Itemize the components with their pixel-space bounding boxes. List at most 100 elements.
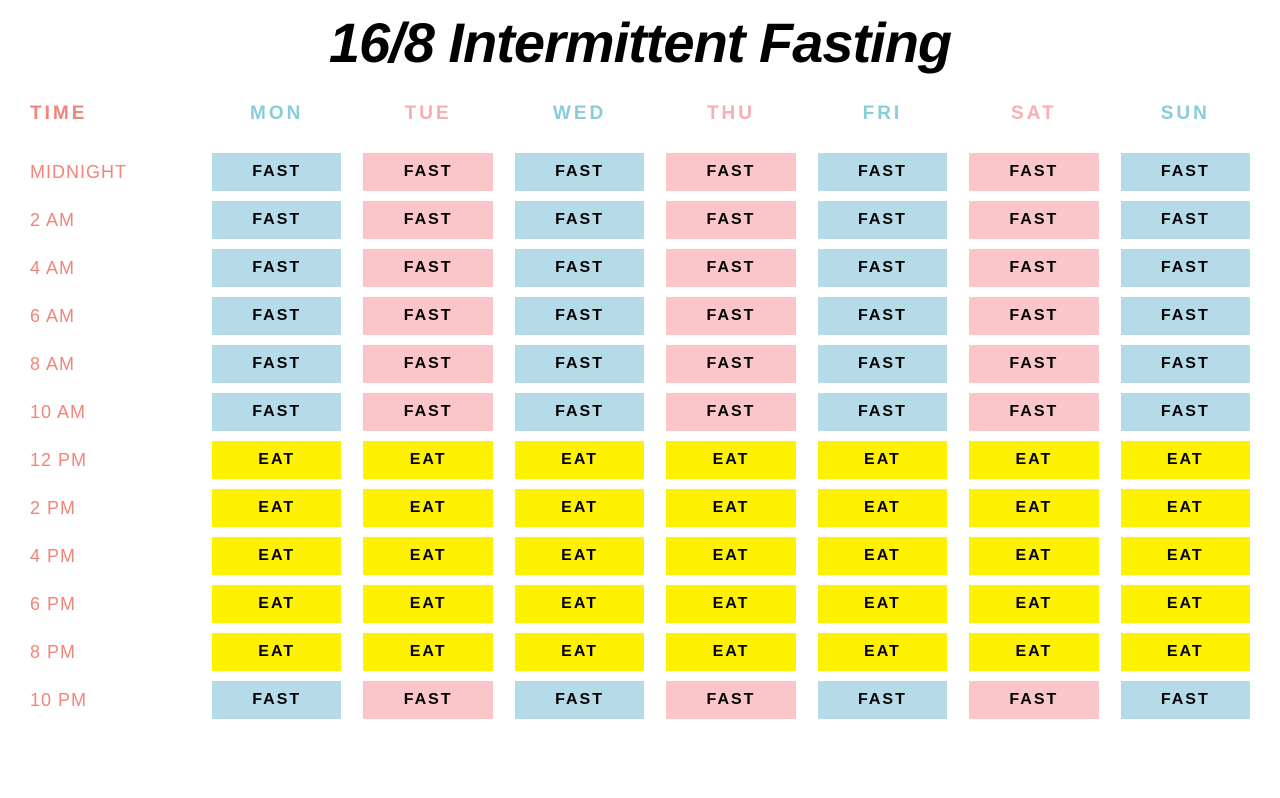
- schedule-cell: FAST: [212, 681, 341, 719]
- schedule-cell: EAT: [515, 441, 644, 479]
- schedule-cell: EAT: [818, 633, 947, 671]
- schedule-cell: FAST: [969, 201, 1098, 239]
- day-header-fri: FRI: [818, 103, 947, 143]
- schedule-cell: FAST: [515, 681, 644, 719]
- schedule-cell: FAST: [515, 297, 644, 335]
- schedule-cell: FAST: [1121, 297, 1250, 335]
- schedule-cell: FAST: [666, 393, 795, 431]
- schedule-cell: FAST: [363, 393, 492, 431]
- schedule-cell: FAST: [969, 393, 1098, 431]
- schedule-cell: FAST: [666, 153, 795, 191]
- schedule-cell: EAT: [515, 537, 644, 575]
- schedule-cell: EAT: [1121, 489, 1250, 527]
- schedule-cell: EAT: [363, 537, 492, 575]
- schedule-cell: FAST: [666, 201, 795, 239]
- schedule-cell: FAST: [1121, 393, 1250, 431]
- schedule-cell: EAT: [818, 441, 947, 479]
- schedule-cell: FAST: [363, 201, 492, 239]
- time-label: 12 PM: [30, 450, 190, 471]
- schedule-cell: EAT: [1121, 441, 1250, 479]
- schedule-cell: EAT: [515, 633, 644, 671]
- schedule-cell: EAT: [818, 489, 947, 527]
- time-label: 4 PM: [30, 546, 190, 567]
- schedule-cell: FAST: [666, 297, 795, 335]
- time-label: 2 PM: [30, 498, 190, 519]
- time-label: 6 AM: [30, 306, 190, 327]
- time-label: 10 AM: [30, 402, 190, 423]
- time-label: 4 AM: [30, 258, 190, 279]
- schedule-cell: FAST: [818, 393, 947, 431]
- schedule-cell: EAT: [666, 489, 795, 527]
- day-header-mon: MON: [212, 103, 341, 143]
- time-label: 8 PM: [30, 642, 190, 663]
- schedule-cell: EAT: [1121, 633, 1250, 671]
- schedule-cell: EAT: [363, 585, 492, 623]
- schedule-cell: EAT: [212, 633, 341, 671]
- time-label: 2 AM: [30, 210, 190, 231]
- day-header-sun: SUN: [1121, 103, 1250, 143]
- schedule-grid: TIME MON TUE WED THU FRI SAT SUN MIDNIGHT FAST FAS…: [30, 103, 1250, 719]
- day-header-tue: TUE: [363, 103, 492, 143]
- schedule-cell: FAST: [666, 249, 795, 287]
- schedule-cell: EAT: [818, 585, 947, 623]
- schedule-cell: FAST: [969, 249, 1098, 287]
- schedule-cell: FAST: [1121, 249, 1250, 287]
- day-header-wed: WED: [515, 103, 644, 143]
- schedule-cell: FAST: [515, 249, 644, 287]
- schedule-cell: FAST: [363, 153, 492, 191]
- schedule-cell: EAT: [363, 633, 492, 671]
- time-label: 6 PM: [30, 594, 190, 615]
- schedule-cell: EAT: [666, 441, 795, 479]
- schedule-cell: FAST: [212, 393, 341, 431]
- day-header-sat: SAT: [969, 103, 1098, 143]
- schedule-cell: EAT: [666, 537, 795, 575]
- schedule-cell: FAST: [363, 297, 492, 335]
- schedule-cell: FAST: [515, 153, 644, 191]
- schedule-cell: EAT: [1121, 537, 1250, 575]
- schedule-cell: FAST: [212, 201, 341, 239]
- schedule-cell: EAT: [515, 489, 644, 527]
- schedule-cell: EAT: [969, 585, 1098, 623]
- schedule-cell: FAST: [818, 345, 947, 383]
- schedule-cell: EAT: [969, 633, 1098, 671]
- schedule-cell: FAST: [1121, 345, 1250, 383]
- schedule-cell: FAST: [818, 681, 947, 719]
- schedule-cell: EAT: [212, 489, 341, 527]
- schedule-cell: FAST: [969, 345, 1098, 383]
- time-label: 10 PM: [30, 690, 190, 711]
- schedule-cell: EAT: [1121, 585, 1250, 623]
- schedule-cell: FAST: [1121, 153, 1250, 191]
- time-label: MIDNIGHT: [30, 162, 190, 183]
- schedule-cell: FAST: [212, 345, 341, 383]
- schedule-cell: FAST: [363, 249, 492, 287]
- schedule-cell: EAT: [666, 633, 795, 671]
- schedule-cell: FAST: [969, 153, 1098, 191]
- schedule-cell: FAST: [818, 297, 947, 335]
- schedule-cell: EAT: [212, 585, 341, 623]
- page-title: 16/8 Intermittent Fasting: [30, 10, 1250, 75]
- schedule-cell: FAST: [1121, 201, 1250, 239]
- schedule-cell: EAT: [969, 489, 1098, 527]
- time-label: 8 AM: [30, 354, 190, 375]
- schedule-cell: EAT: [818, 537, 947, 575]
- schedule-cell: EAT: [969, 537, 1098, 575]
- schedule-cell: FAST: [1121, 681, 1250, 719]
- schedule-cell: EAT: [969, 441, 1098, 479]
- schedule-cell: EAT: [666, 585, 795, 623]
- schedule-cell: FAST: [212, 153, 341, 191]
- schedule-cell: FAST: [515, 201, 644, 239]
- schedule-cell: FAST: [363, 345, 492, 383]
- schedule-cell: EAT: [212, 441, 341, 479]
- schedule-cell: FAST: [666, 345, 795, 383]
- day-header-thu: THU: [666, 103, 795, 143]
- schedule-cell: FAST: [212, 249, 341, 287]
- schedule-cell: FAST: [666, 681, 795, 719]
- schedule-cell: FAST: [515, 345, 644, 383]
- schedule-cell: EAT: [212, 537, 341, 575]
- schedule-cell: EAT: [363, 489, 492, 527]
- schedule-cell: EAT: [515, 585, 644, 623]
- schedule-cell: FAST: [969, 681, 1098, 719]
- schedule-cell: FAST: [212, 297, 341, 335]
- time-column-header: TIME: [30, 103, 190, 143]
- schedule-cell: FAST: [363, 681, 492, 719]
